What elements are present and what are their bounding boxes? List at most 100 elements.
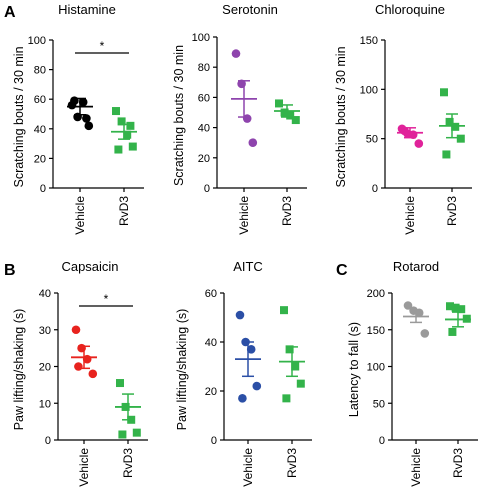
data-point: [285, 345, 294, 354]
data-point: [74, 362, 83, 371]
chart-2: Chloroquine Scratching bouts / 30 min 0 50 1…: [334, 2, 472, 235]
data-point: [420, 329, 430, 338]
data-point: [112, 107, 120, 116]
data-point: [114, 145, 123, 154]
y-tick-label: 60: [205, 288, 217, 300]
data-point: [88, 369, 98, 379]
data-point: [451, 303, 460, 312]
x-category-label: RvD3: [121, 448, 135, 478]
y-tick-label: 20: [205, 386, 217, 398]
chart-3: Capsaicin Paw lifting/shaking (s) 0 10 20 30 4…: [12, 259, 148, 487]
x-category-label: RvD3: [285, 448, 299, 478]
y-tick-label: 100: [367, 362, 385, 374]
y-tick-label: 20: [34, 153, 46, 165]
y-tick-label: 60: [198, 92, 210, 104]
y-tick-label: 0: [204, 183, 210, 195]
y-tick-label: 150: [367, 325, 385, 337]
chart-title: Chloroquine: [375, 2, 445, 17]
x-category-label: RvD3: [451, 448, 465, 478]
data-point: [78, 97, 88, 107]
data-point: [457, 305, 466, 314]
y-tick-label: 0: [379, 435, 385, 447]
x-category-label: RvD3: [280, 196, 294, 226]
data-point: [296, 379, 305, 388]
data-point: [445, 117, 454, 126]
x-category-label: Vehicle: [237, 196, 251, 235]
x-category-label: Vehicle: [77, 448, 91, 487]
x-category-label: RvD3: [445, 196, 459, 226]
y-tick-label: 80: [198, 62, 210, 74]
y-tick-label: 50: [366, 134, 378, 146]
y-tick-label: 80: [34, 65, 46, 77]
data-point: [252, 381, 262, 391]
chart-title: Serotonin: [222, 2, 278, 17]
y-tick-label: 150: [360, 35, 378, 47]
x-category-label: Vehicle: [409, 448, 423, 487]
data-point: [118, 430, 127, 439]
y-tick-label: 40: [205, 337, 217, 349]
x-category-label: RvD3: [117, 196, 131, 226]
significance-label: *: [104, 292, 109, 306]
data-point: [282, 394, 291, 403]
data-point: [117, 117, 126, 126]
x-category-label: Vehicle: [73, 196, 87, 235]
y-tick-label: 200: [367, 288, 385, 300]
significance-label: *: [100, 39, 105, 53]
y-tick-label: 20: [198, 153, 210, 165]
chart-title: Histamine: [58, 2, 116, 17]
y-tick-label: 60: [34, 94, 46, 106]
data-point: [280, 306, 288, 315]
chart-1: Serotonin Scratching bouts / 30 min 0 20 40 6…: [172, 2, 307, 235]
data-point: [248, 138, 258, 147]
chart-4: AITC Paw lifting/shaking (s) 0 20 40 60 Vehicl…: [175, 259, 312, 487]
x-category-label: Vehicle: [241, 448, 255, 487]
data-point: [286, 111, 295, 120]
data-point: [403, 301, 413, 310]
chart-0: Histamine Scratching bouts / 30 min 0 20 40 6…: [12, 2, 144, 235]
y-tick-label: 0: [40, 183, 46, 195]
panel-label-b: B: [4, 262, 16, 279]
chart-title: Rotarod: [393, 259, 439, 274]
y-tick-label: 100: [360, 84, 378, 96]
data-point: [440, 88, 448, 97]
y-tick-label: 40: [39, 288, 51, 300]
y-tick-label: 10: [39, 398, 51, 410]
data-point: [291, 362, 300, 371]
data-point: [414, 139, 424, 148]
data-point: [126, 121, 135, 130]
y-tick-label: 40: [34, 124, 46, 136]
y-tick-label: 100: [192, 32, 210, 44]
y-tick-label: 30: [39, 325, 51, 337]
y-tick-label: 0: [211, 435, 217, 447]
y-axis-label: Scratching bouts / 30 min: [172, 45, 186, 186]
data-point: [238, 394, 247, 403]
data-point: [275, 99, 283, 108]
data-point: [448, 327, 457, 336]
data-point: [71, 325, 81, 335]
data-point: [123, 130, 132, 139]
panel-label-a: A: [4, 4, 16, 21]
y-axis-label: Paw lifting/shaking (s): [12, 309, 26, 431]
data-point: [451, 122, 460, 131]
y-tick-label: 100: [28, 35, 46, 47]
y-tick-label: 50: [373, 398, 385, 410]
chart-5: Rotarod Latency to fall (s) 0 50 100 150 200 Ve…: [347, 259, 478, 487]
charts-group: Histamine Scratching bouts / 30 min 0 20 40 6…: [12, 2, 478, 487]
data-point: [231, 49, 241, 58]
panel-label-c: C: [336, 262, 348, 279]
y-tick-label: 0: [45, 435, 51, 447]
data-point: [128, 142, 137, 151]
y-axis-label: Paw lifting/shaking (s): [175, 309, 189, 431]
data-point: [442, 150, 451, 159]
data-point: [446, 302, 454, 311]
chart-title: AITC: [233, 259, 263, 274]
y-axis-label: Latency to fall (s): [347, 322, 361, 417]
data-point: [456, 134, 465, 143]
data-point: [291, 116, 300, 125]
data-point: [246, 345, 256, 354]
data-point: [116, 379, 124, 388]
data-point: [70, 96, 79, 105]
y-tick-label: 40: [198, 123, 210, 135]
x-category-label: Vehicle: [403, 196, 417, 235]
chart-title: Capsaicin: [61, 259, 118, 274]
